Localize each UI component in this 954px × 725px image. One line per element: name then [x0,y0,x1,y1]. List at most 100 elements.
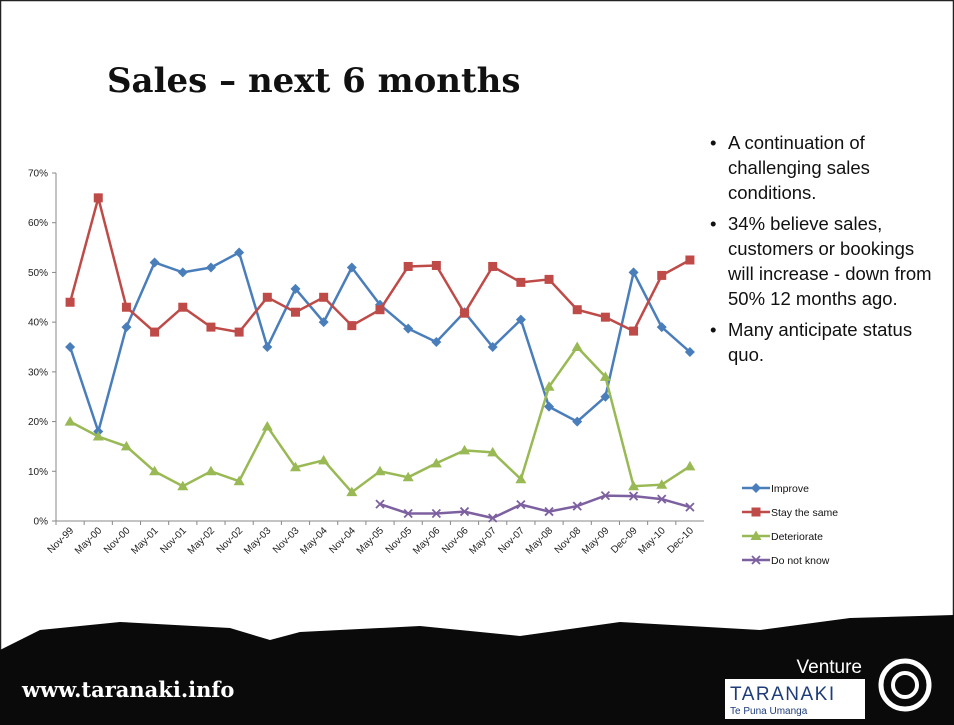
point [544,506,554,517]
bullet: 34% believe sales, customers or bookings… [708,211,933,311]
point [685,502,695,512]
point [685,255,695,265]
point [600,491,611,501]
point [600,312,610,322]
point [121,322,132,333]
point [750,530,762,540]
point [628,267,639,278]
legend-label: Stay the same [771,507,838,519]
point [375,499,385,509]
y-tick-label: 30% [28,367,48,378]
point [65,342,76,352]
y-tick-label: 50% [28,268,48,279]
point [459,444,471,455]
point [657,270,667,280]
logo-box [725,679,865,719]
y-tick-label: 0% [34,517,49,528]
point [403,323,414,334]
logo-swirl [878,658,932,712]
point [431,260,441,270]
point [177,480,189,491]
point [92,430,104,441]
point [261,421,273,431]
point [262,342,273,352]
point [571,341,583,351]
series-line [379,494,691,520]
point [289,461,301,472]
legend-label: Do not know [771,555,830,567]
point [374,465,386,476]
point [516,499,526,510]
point [751,483,761,493]
point [319,292,329,302]
point [65,297,75,307]
point [262,292,272,302]
point [544,401,555,412]
point [459,506,470,517]
point [572,416,583,427]
logo-top: Venture [797,657,863,678]
legend-label: Deteriorate [771,531,823,543]
point [684,460,696,471]
point [233,475,245,486]
brush-band [0,615,954,725]
point [656,479,668,489]
point [402,471,414,482]
bullet: Many anticipate status quo. [708,317,933,367]
logo-swirl-inner [891,671,919,699]
bullet-list: A continuation of challenging sales cond… [708,130,933,373]
y-tick-label: 40% [28,318,48,329]
point [600,391,611,402]
point [599,371,611,381]
point [487,342,498,352]
point [178,302,188,312]
logo-sub: Te Puna Umanga [730,706,808,717]
point [346,486,358,497]
bullet: A continuation of challenging sales cond… [708,130,933,205]
logo-name: TARANAKI [730,684,836,705]
point [629,326,639,336]
point [234,247,245,258]
point [430,457,442,468]
point [515,473,527,484]
point [318,454,330,465]
y-tick-label: 10% [28,467,48,478]
point [149,257,160,268]
point [375,305,385,315]
point [403,261,413,271]
point [120,440,132,451]
point [346,262,357,273]
point [628,480,640,491]
point [628,491,639,501]
slide-title: Sales – next 6 months [107,61,521,101]
point [657,494,667,504]
point [347,321,357,331]
point [572,305,582,315]
point [656,322,667,333]
point [206,322,216,332]
point [751,507,761,517]
point [149,465,161,476]
point [487,446,499,457]
y-tick-label: 60% [28,218,48,229]
point [543,381,555,391]
point [177,267,188,278]
footer-url: www.taranaki.info [21,677,234,702]
point [751,555,761,565]
point [121,302,131,312]
point [234,327,244,337]
point [431,337,442,348]
legend-label: Improve [771,483,809,495]
y-tick-label: 20% [28,417,48,428]
point [205,465,217,476]
point [572,501,582,511]
point [403,508,413,519]
point [431,508,441,519]
point [684,346,695,357]
point [544,274,554,284]
point [290,307,300,317]
point [460,308,470,318]
y-tick-label: 70% [28,169,48,180]
point [318,317,329,328]
